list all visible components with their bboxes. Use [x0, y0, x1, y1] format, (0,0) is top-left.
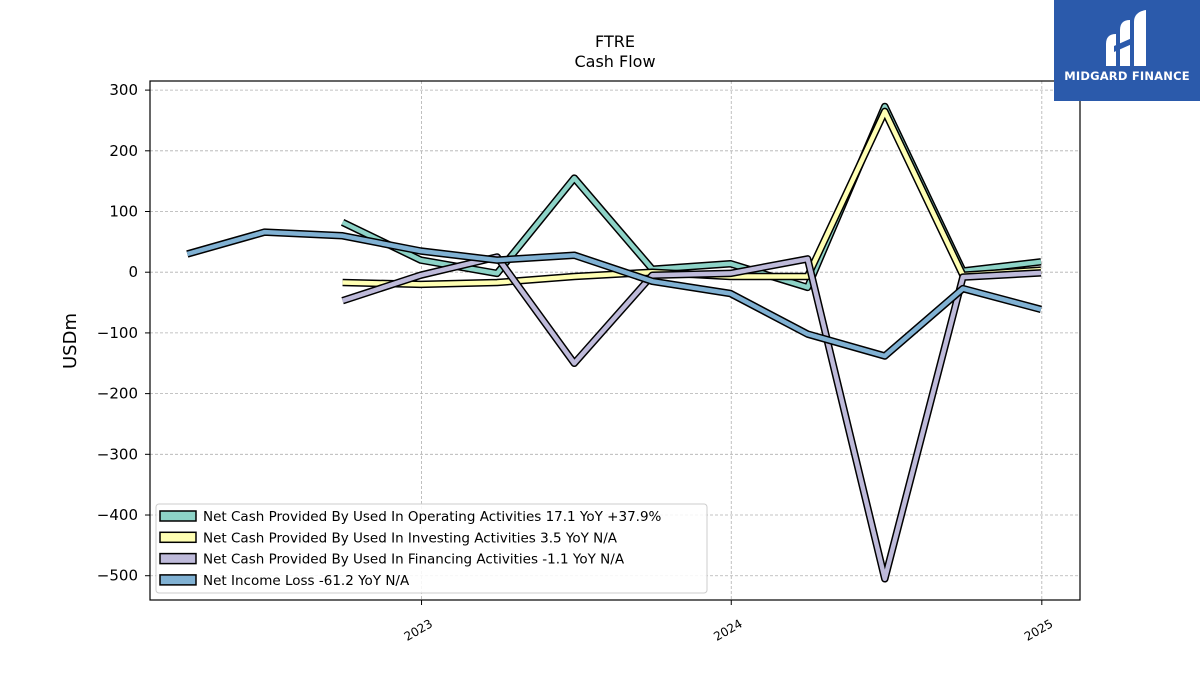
y-axis-label: USDm: [60, 313, 81, 369]
logo-mark-icon: [1106, 10, 1146, 66]
series-line: [342, 109, 1042, 287]
midgard-finance-logo: MIDGARD FINANCE: [1054, 0, 1200, 101]
series-outline: [342, 107, 1042, 289]
y-tick-label: −500: [97, 567, 138, 585]
y-tick-label: 100: [109, 203, 138, 221]
series-line-1: [340, 102, 1042, 292]
plot-frame: [149, 80, 1081, 601]
y-axis-ticks: 300 200 100 0 −100 −200 −300 −400 −500: [97, 81, 150, 585]
logo-text: MIDGARD FINANCE: [1064, 69, 1190, 83]
chart-title: FTRE: [595, 32, 635, 51]
series-line-2: [342, 107, 1042, 289]
y-tick-label: −100: [97, 324, 138, 342]
x-tick-label: 2025: [1022, 616, 1055, 643]
legend-swatch: [159, 531, 197, 544]
legend-swatch: [159, 574, 197, 586]
series-line-4: [186, 228, 1042, 360]
legend-box: [155, 503, 708, 594]
legend: Net Cash Provided By Used In Operating A…: [155, 503, 708, 594]
legend-entry: Net Cash Provided By Used In Investing A…: [203, 530, 618, 546]
x-tick-label: 2023: [402, 616, 435, 643]
y-tick-label: 0: [128, 263, 138, 281]
series-lines: [186, 102, 1042, 583]
chart-subtitle: Cash Flow: [574, 52, 655, 71]
series-line-3: [341, 253, 1042, 583]
series-line: [186, 229, 1042, 359]
legend-entry: Net Income Loss -61.2 YoY N/A: [203, 573, 410, 589]
x-axis-ticks: 2023 2024 2025: [402, 600, 1055, 644]
series-outline: [340, 102, 1042, 292]
y-tick-label: 300: [109, 81, 138, 99]
y-tick-label: −300: [97, 445, 138, 463]
x-tick-label: 2024: [711, 616, 744, 643]
legend-swatch: [159, 510, 197, 522]
y-tick-label: 200: [109, 142, 138, 160]
series-outline: [186, 228, 1042, 360]
y-tick-label: −400: [97, 506, 138, 524]
series-line: [341, 104, 1042, 290]
legend-entry: Net Cash Provided By Used In Operating A…: [203, 509, 662, 525]
legend-swatch: [159, 552, 197, 565]
y-tick-label: −200: [97, 385, 138, 403]
series-line: [341, 254, 1042, 582]
legend-entry: Net Cash Provided By Used In Financing A…: [203, 552, 625, 568]
